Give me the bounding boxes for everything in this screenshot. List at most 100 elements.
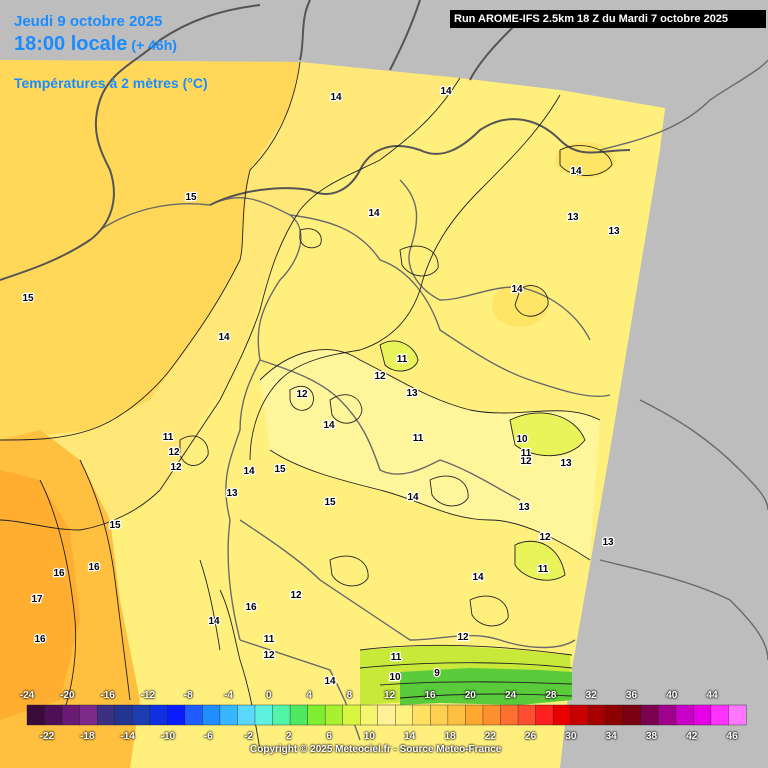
contour-label: 14 (243, 466, 255, 477)
contour-label: 14 (570, 166, 582, 177)
legend-tick-bottom: 30 (565, 731, 577, 742)
legend-tick-top: 16 (424, 690, 436, 701)
contour-label: 11 (413, 433, 424, 444)
contour-label: 14 (472, 572, 484, 583)
legend-tick-top: 0 (266, 690, 272, 701)
zone-12c-uplands (260, 349, 600, 560)
legend-tick-bottom: 26 (525, 731, 537, 742)
contour-label: 11 (521, 448, 532, 459)
legend-tick-bottom: 38 (645, 731, 658, 742)
contour-label: 12 (457, 632, 469, 643)
contour-label: 15 (274, 464, 286, 475)
legend-tick-top: 4 (306, 690, 312, 701)
alps-colder-zone (400, 668, 572, 705)
zone-14c (0, 62, 460, 530)
forecast-date: Jeudi 9 octobre 2025 (14, 13, 163, 30)
contour-label: 14 (324, 676, 336, 687)
legend-tick-top: -12 (140, 690, 156, 701)
contour-label: 11 (538, 564, 549, 575)
legend-tick-top: 12 (384, 690, 396, 701)
legend-swatch (728, 704, 747, 726)
coastlines (0, 0, 631, 281)
legend-tick-bottom: 14 (404, 731, 416, 742)
legend-tick-top: 44 (706, 690, 718, 701)
legend-tick-top: 36 (625, 690, 638, 701)
legend-tick-top: -24 (19, 690, 35, 701)
run-info-banner: Run AROME-IFS 2.5km 18 Z du Mardi 7 octo… (450, 10, 766, 28)
contour-label: 16 (53, 568, 65, 579)
contour-label: 10 (516, 434, 528, 445)
warm-spot-north (555, 142, 615, 178)
legend-tick-top: -20 (60, 690, 75, 701)
contour-label: 13 (567, 212, 579, 223)
contour-label: 13 (518, 502, 530, 513)
zone-11c-cells (380, 340, 585, 581)
legend-tick-bottom: -2 (244, 731, 253, 742)
legend-tick-bottom: 46 (726, 731, 738, 742)
contour-label: 13 (406, 388, 418, 399)
contour-label: 14 (330, 92, 342, 103)
legend-tick-bottom: 6 (326, 731, 332, 742)
contour-label: 15 (109, 520, 121, 531)
contour-label: 11 (397, 354, 408, 365)
contour-label: 13 (226, 488, 238, 499)
contour-label: 17 (31, 594, 43, 605)
contour-label: 11 (264, 634, 275, 645)
contour-label: 12 (290, 590, 302, 601)
forecast-time: 18:00 locale (+ 46h) (14, 33, 177, 56)
contour-label: 15 (324, 497, 336, 508)
legend-colorbar (26, 704, 747, 726)
legend-tick-top: -4 (224, 690, 233, 701)
contour-label: 12 (170, 462, 182, 473)
legend-tick-bottom: 42 (686, 731, 698, 742)
legend-tick-top: 24 (505, 690, 517, 701)
contour-label: 13 (560, 458, 572, 469)
contour-label: 14 (440, 86, 452, 97)
contour-label: 9 (434, 668, 440, 679)
contour-label: 14 (368, 208, 380, 219)
contour-label: 14 (218, 332, 230, 343)
legend-tick-bottom: 2 (286, 731, 292, 742)
legend-tick-bottom: 10 (363, 731, 375, 742)
contour-label: 12 (296, 389, 308, 400)
legend-tick-bottom: 18 (444, 731, 456, 742)
contour-label: 13 (608, 226, 620, 237)
legend-tick-top: -8 (183, 690, 193, 701)
contour-label: 15 (22, 293, 34, 304)
legend-tick-top: -16 (100, 690, 115, 701)
legend-tick-top: 8 (346, 690, 353, 701)
legend-tick-top: 20 (464, 690, 476, 701)
contour-label: 11 (391, 652, 402, 663)
contour-label: 14 (323, 420, 335, 431)
legend-tick-top: 40 (666, 690, 678, 701)
contour-label: 12 (168, 447, 180, 458)
contour-label: 11 (163, 432, 174, 443)
contour-label: 14 (208, 616, 220, 627)
legend-tick-bottom: -6 (203, 731, 213, 742)
parameter-title: Températures à 2 mètres (°C) (14, 75, 208, 91)
legend-tick-bottom: 34 (605, 731, 617, 742)
contour-label: 12 (539, 532, 551, 543)
forecast-lead-time: (+ 46h) (131, 37, 177, 53)
legend-tick-bottom: -18 (80, 731, 95, 742)
legend-tick-bottom: -10 (160, 731, 176, 742)
contour-label: 12 (520, 456, 532, 467)
contour-label: 14 (511, 284, 523, 295)
contour-label: 15 (185, 192, 197, 203)
legend-tick-top: 32 (585, 690, 597, 701)
legend: -24 -20 -16 -12 -8 -4 0 4 8 12 16 20 24 28 32 36 40 44 -22… (0, 690, 768, 750)
legend-tick-bottom: 22 (484, 731, 496, 742)
contour-label: 16 (245, 602, 257, 613)
forecast-time-value: 18:00 locale (14, 33, 128, 55)
contour-label: 12 (374, 371, 386, 382)
legend-tick-bottom: -14 (120, 731, 135, 742)
copyright-notice: Copyright © 2025 Meteociel.fr - Source M… (250, 744, 502, 755)
legend-tick-bottom: -22 (39, 731, 55, 742)
zone-15c (0, 60, 300, 440)
contour-label: 16 (88, 562, 100, 573)
contour-label: 14 (407, 492, 419, 503)
contour-label: 16 (34, 634, 46, 645)
